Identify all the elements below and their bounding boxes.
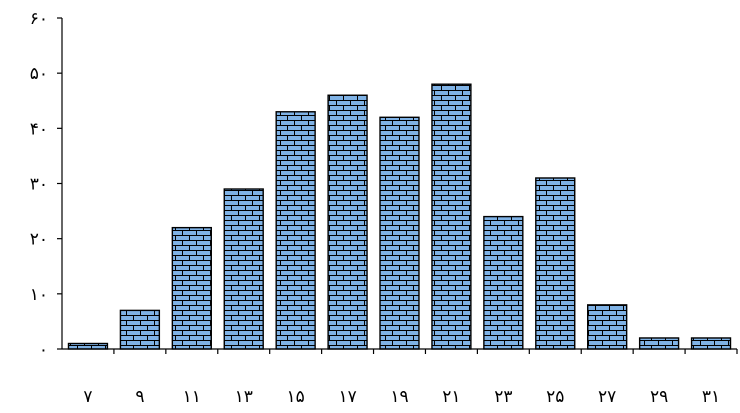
bar-11 [638, 337, 680, 350]
bar-1 [119, 309, 161, 350]
x-tick-label: ۱۹ [390, 387, 408, 407]
bar-7 [431, 83, 472, 350]
x-tick-label: ۹ [135, 387, 144, 407]
y-tick-label: ٠ [39, 340, 48, 360]
bar-8 [483, 215, 524, 350]
bars-group [67, 83, 732, 350]
y-tick-label: ٢٠ [30, 230, 48, 250]
x-axis-labels: ۷ ۹ ۱۱ ۱۳ ۱۵ ۱۷ ۱۹ ۲۱ ۲۳ ۲۵ ۲۷ ۲۹ ۳۱ [83, 349, 738, 407]
bar-5 [327, 94, 368, 350]
x-tick-label: ۱۱ [183, 387, 201, 407]
bar-3 [223, 188, 264, 350]
bar-2 [171, 226, 212, 350]
x-tick-label: ۲۷ [598, 387, 616, 407]
bar-12 [690, 337, 732, 350]
y-tick-label: ۴٠ [30, 119, 48, 139]
bar-10 [587, 304, 628, 350]
x-tick-label: ۷ [83, 387, 92, 407]
bar-4 [275, 111, 316, 350]
bar-0 [67, 342, 109, 350]
x-tick-label: ۳۱ [702, 387, 720, 407]
x-tick-label: ۲۹ [650, 387, 668, 407]
bar-6 [379, 116, 420, 350]
y-tick-label: ۵٠ [30, 64, 48, 84]
x-tick-label: ۲۵ [546, 387, 564, 407]
y-tick-label: ۶٠ [30, 9, 48, 29]
y-tick-label: ٣٠ [30, 175, 48, 195]
x-tick-label: ۱۳ [235, 387, 253, 407]
x-tick-label: ۲۳ [494, 387, 512, 407]
y-axis-ticks: ٠ ١٠ ٢٠ ٣٠ ۴٠ ۵٠ ۶٠ [30, 9, 62, 360]
x-tick-label: ۲۱ [442, 387, 460, 407]
y-tick-label: ١٠ [30, 285, 48, 305]
x-tick-label: ۱۷ [338, 387, 356, 407]
bar-9 [535, 177, 576, 350]
x-tick-label: ۱۵ [287, 387, 305, 407]
